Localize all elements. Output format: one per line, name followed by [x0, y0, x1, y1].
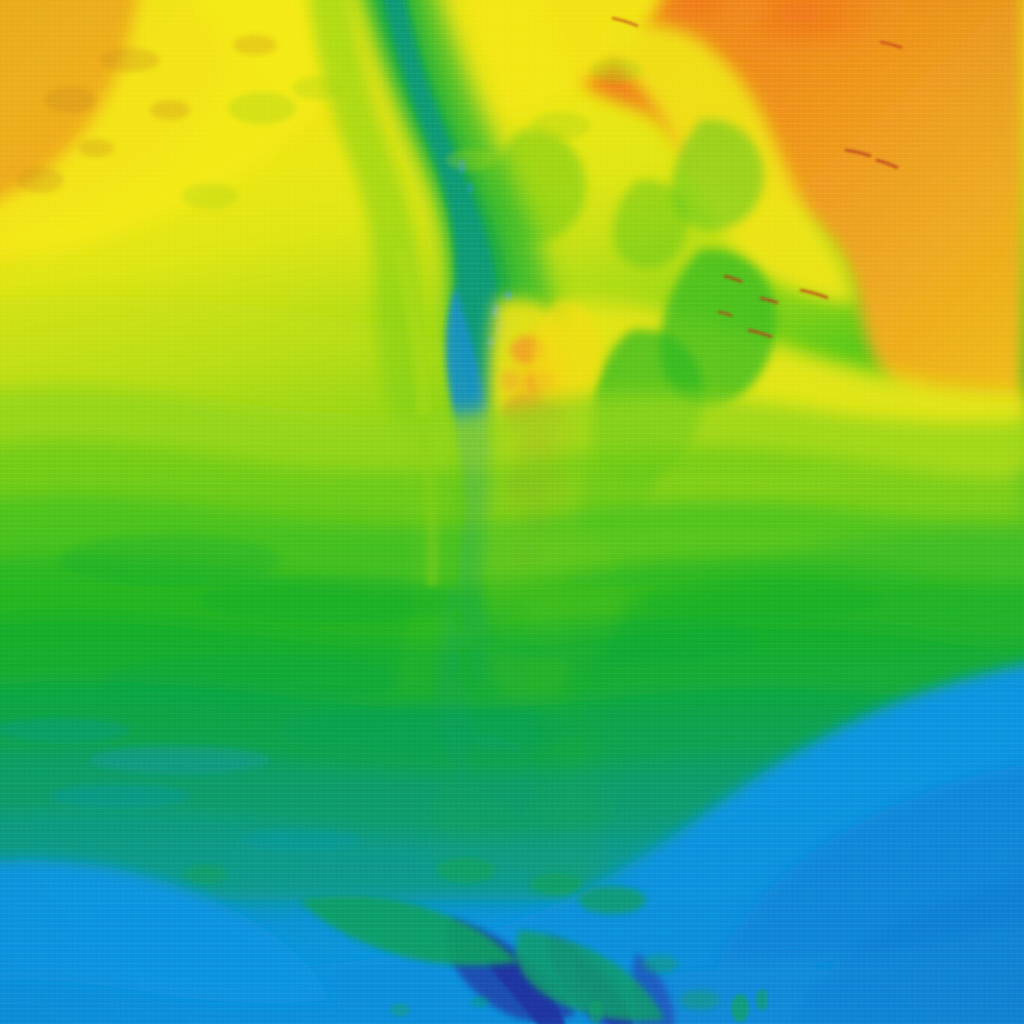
climate-raster-map: [0, 0, 1024, 1024]
coastline-detail-filaments: [16, 16, 903, 587]
southern-ocean-cold-zone: [0, 664, 1024, 1024]
temperate-pampas-bands: [0, 386, 1024, 900]
